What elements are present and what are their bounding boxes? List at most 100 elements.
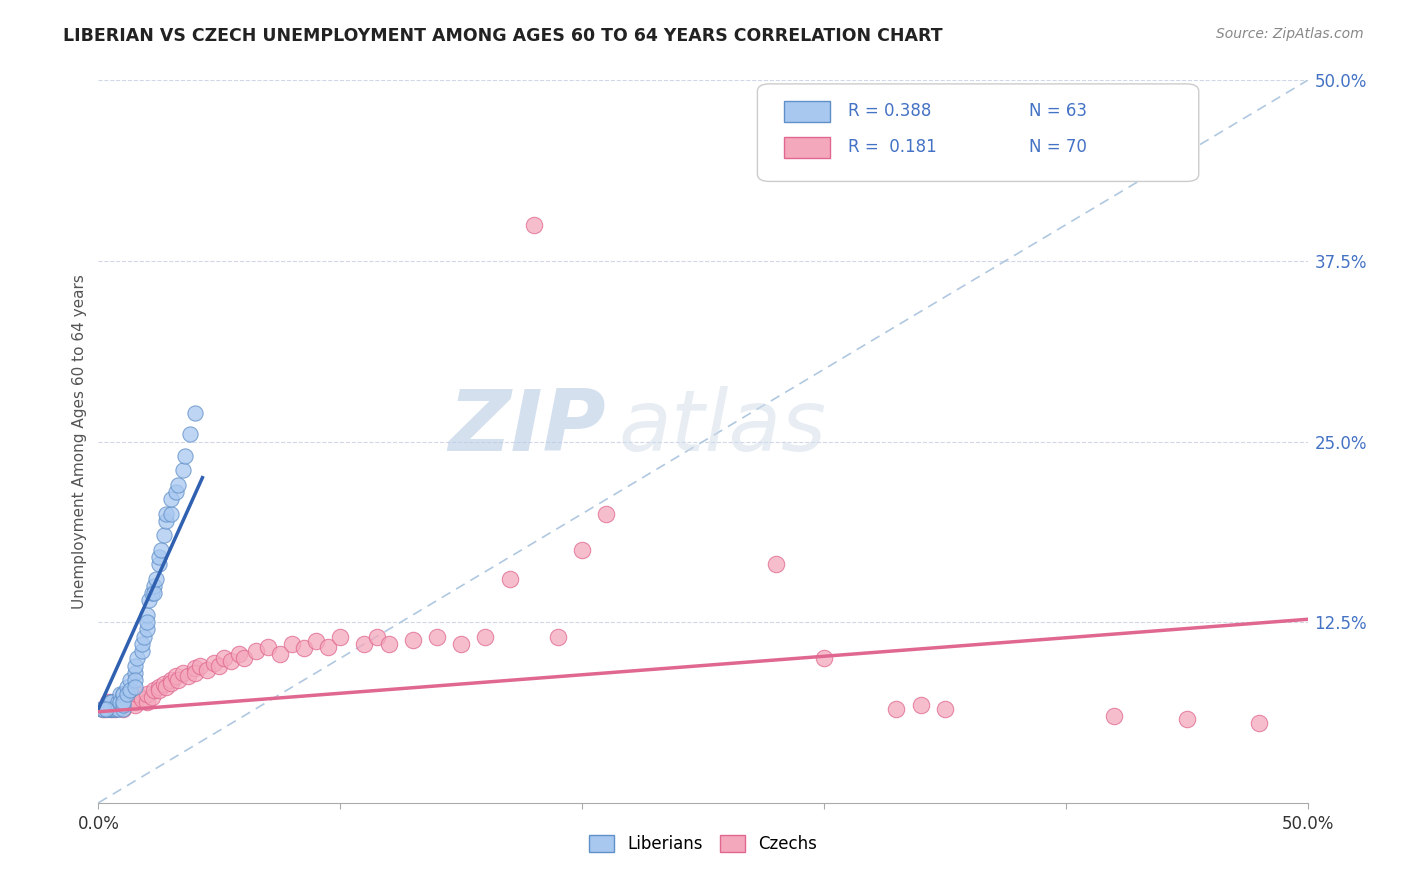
Point xyxy=(90,702,112,716)
Point xyxy=(107,702,129,716)
Point xyxy=(100,702,122,716)
Point xyxy=(100,702,122,716)
Point xyxy=(886,702,908,716)
Point xyxy=(94,702,117,716)
Point xyxy=(167,673,190,687)
Point xyxy=(124,695,146,709)
Point xyxy=(143,683,166,698)
Point xyxy=(124,658,146,673)
Point xyxy=(366,630,388,644)
Point xyxy=(160,676,183,690)
Point xyxy=(474,630,496,644)
Point xyxy=(160,507,183,521)
Point xyxy=(118,673,141,687)
Point xyxy=(118,683,141,698)
Point xyxy=(450,637,472,651)
Point xyxy=(145,572,167,586)
Point xyxy=(143,579,166,593)
Point xyxy=(184,406,207,420)
Point xyxy=(167,478,190,492)
Point xyxy=(111,687,134,701)
Legend: Liberians, Czechs: Liberians, Czechs xyxy=(582,828,824,860)
Point xyxy=(117,687,139,701)
Text: LIBERIAN VS CZECH UNEMPLOYMENT AMONG AGES 60 TO 64 YEARS CORRELATION CHART: LIBERIAN VS CZECH UNEMPLOYMENT AMONG AGE… xyxy=(63,27,943,45)
Point xyxy=(135,607,157,622)
Point xyxy=(134,630,156,644)
Point xyxy=(118,691,141,706)
Point xyxy=(124,680,146,694)
Point xyxy=(135,615,157,630)
Point xyxy=(111,695,134,709)
Point xyxy=(100,702,122,716)
Point xyxy=(316,640,339,654)
Point xyxy=(104,702,127,716)
Point xyxy=(111,702,134,716)
Point xyxy=(100,695,122,709)
Point xyxy=(111,698,134,712)
Point xyxy=(108,695,131,709)
Point xyxy=(111,695,134,709)
Point xyxy=(107,695,129,709)
Text: atlas: atlas xyxy=(619,385,827,468)
Point xyxy=(94,702,117,716)
FancyBboxPatch shape xyxy=(758,84,1199,181)
Point xyxy=(377,637,399,651)
Point xyxy=(141,690,163,705)
Point xyxy=(256,640,278,654)
Point xyxy=(179,427,201,442)
Point xyxy=(1175,712,1198,726)
Text: Source: ZipAtlas.com: Source: ZipAtlas.com xyxy=(1216,27,1364,41)
Point xyxy=(148,550,170,565)
Point xyxy=(100,702,122,716)
Point xyxy=(292,641,315,656)
Point xyxy=(204,656,226,670)
Point xyxy=(107,695,129,709)
Point xyxy=(101,702,124,716)
Point xyxy=(184,661,207,675)
Point xyxy=(135,687,157,701)
Point xyxy=(131,691,153,706)
Point xyxy=(208,658,231,673)
Point xyxy=(221,654,243,668)
Point xyxy=(124,698,146,712)
Point xyxy=(117,680,139,694)
Point xyxy=(117,687,139,701)
Point xyxy=(329,630,352,644)
Point xyxy=(269,647,291,661)
Point xyxy=(100,695,122,709)
Point xyxy=(152,677,174,691)
Point xyxy=(765,558,787,572)
Point xyxy=(813,651,835,665)
Point xyxy=(91,702,114,716)
Text: N = 70: N = 70 xyxy=(1029,138,1087,156)
Point xyxy=(281,637,304,651)
Text: ZIP: ZIP xyxy=(449,385,606,468)
Point xyxy=(152,528,174,542)
Point xyxy=(141,586,163,600)
Point xyxy=(172,463,194,477)
Point xyxy=(353,637,375,651)
Point xyxy=(104,702,127,716)
Point xyxy=(111,698,134,712)
Point xyxy=(148,683,170,698)
Point xyxy=(155,680,177,694)
Point xyxy=(135,695,157,709)
Point xyxy=(131,644,153,658)
Point xyxy=(174,449,197,463)
Point xyxy=(172,665,194,680)
Point xyxy=(135,623,157,637)
Point xyxy=(188,658,211,673)
Point xyxy=(107,702,129,716)
Point xyxy=(165,668,187,682)
Point xyxy=(148,558,170,572)
Point xyxy=(111,702,134,716)
Point xyxy=(100,702,122,716)
Point xyxy=(131,637,153,651)
Point xyxy=(595,507,617,521)
Point xyxy=(124,665,146,680)
Y-axis label: Unemployment Among Ages 60 to 64 years: Unemployment Among Ages 60 to 64 years xyxy=(72,274,87,609)
Point xyxy=(108,698,131,712)
Point xyxy=(91,702,114,716)
Point xyxy=(245,644,267,658)
Point xyxy=(91,702,114,716)
